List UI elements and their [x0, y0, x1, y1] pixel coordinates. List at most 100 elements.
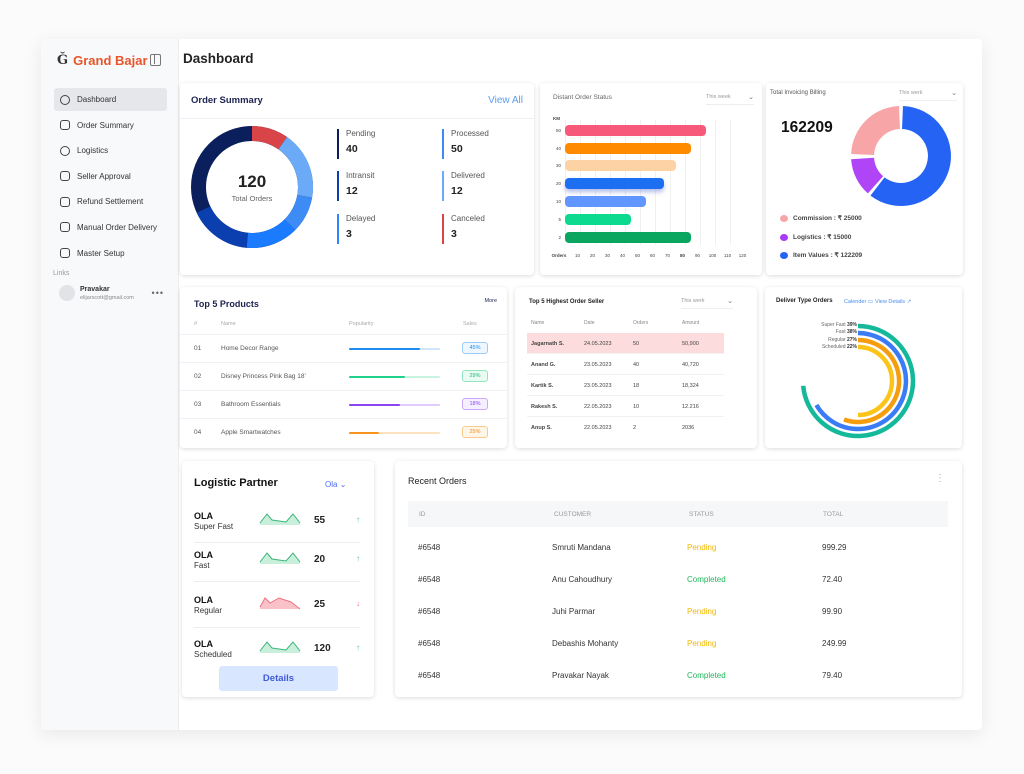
table-row[interactable]: 02 Disney Princess Pink Bag 18' 29%: [180, 362, 507, 390]
recent-orders-card: Recent Orders ⋮ ID CUSTOMER STATUS TOTAL…: [395, 461, 962, 697]
table-row[interactable]: Anand G. 23.05.2023 40 40,720: [527, 354, 724, 375]
sparkline-up: [259, 641, 301, 653]
table-header: ID CUSTOMER STATUS TOTAL: [408, 501, 948, 527]
period-select[interactable]: This week ⌄: [706, 94, 754, 105]
table-row[interactable]: 01 Home Decor Range 45%: [180, 334, 507, 362]
card-title: Distant Order Status: [553, 94, 612, 101]
table-row[interactable]: Anup S. 22.05.2023 2 2036: [531, 425, 695, 431]
column-header: Name: [531, 320, 545, 326]
chevron-down-icon: ⌄: [748, 94, 754, 101]
stat-processed: Processed 50: [442, 129, 489, 159]
seller-icon: [60, 171, 70, 182]
bar[interactable]: [565, 178, 664, 189]
column-header: Orders: [633, 320, 649, 326]
sidebar-item-logistics[interactable]: Logistics: [54, 139, 167, 162]
sidebar-item-dashboard[interactable]: Dashboard: [54, 88, 167, 111]
more-options-icon[interactable]: •••: [151, 288, 164, 298]
bar[interactable]: [565, 160, 676, 171]
bar[interactable]: [565, 142, 691, 154]
receipt-icon: [60, 120, 70, 131]
chevron-down-icon: ⌄: [951, 90, 957, 97]
stat-canceled: Canceled 3: [442, 214, 485, 244]
legend-logistics: Logistics : ₹ 15000: [780, 233, 851, 241]
card-title: Deliver Type Orders: [776, 298, 833, 304]
bar[interactable]: [565, 214, 631, 225]
table-row[interactable]: Rakesh S. 22.05.2023 10 12.216: [527, 396, 724, 417]
total-orders-label: Total Orders: [231, 193, 273, 203]
period-select[interactable]: This werk ⌄: [899, 90, 957, 101]
sidebar-item-seller-approval[interactable]: Seller Approval: [54, 165, 167, 188]
legend-regular: Regular 27%: [828, 336, 857, 343]
legend-commission: Commission : ₹ 25000: [780, 214, 862, 222]
sales-badge: 18%: [462, 398, 488, 410]
sidebar-item-label: Logistics: [77, 146, 109, 156]
bar[interactable]: [565, 232, 691, 243]
sidebar-item-manual-order-delivery[interactable]: Manual Order Delivery: [54, 216, 167, 239]
table-row[interactable]: 04 Apple Smartwatches 25%: [180, 418, 507, 446]
partner-row[interactable]: OLA Regular 25 ↓: [194, 595, 360, 628]
view-all-link[interactable]: View All: [488, 95, 523, 106]
status-badge: Pending: [687, 543, 717, 552]
more-link[interactable]: More: [484, 298, 497, 304]
legend-fast: Fast 38%: [835, 329, 857, 335]
sidebar-item-label: Manual Order Delivery: [77, 222, 158, 232]
sidebar-item-order-summary[interactable]: Order Summary: [54, 114, 167, 137]
legend-super-fast: Super Fast 39%: [821, 322, 857, 328]
y-axis-label: KM: [553, 116, 560, 121]
kebab-menu-icon[interactable]: ⋮: [935, 473, 945, 484]
details-button[interactable]: Details: [219, 666, 338, 691]
sidebar-item-label: Refund Settlement: [77, 197, 144, 207]
period-select[interactable]: This werk ⌄: [681, 298, 733, 309]
table-row[interactable]: #6548 Anu Cahoudhury Completed 72.40: [418, 575, 843, 584]
sales-badge: 25%: [462, 426, 488, 438]
table-row[interactable]: #6548 Pravakar Nayak Completed 79.40: [418, 671, 843, 680]
external-link-icon: ↗: [906, 299, 912, 305]
view-details-link[interactable]: View Details ↗: [875, 299, 912, 305]
deliver-type-card: Deliver Type Orders Calender ▭ View Deta…: [765, 287, 962, 448]
table-row[interactable]: #6548 Debashis Mohanty Pending 249.99: [418, 639, 847, 648]
brand[interactable]: Ğ Grand Bajar: [57, 53, 148, 68]
stat-label: Delivered: [451, 171, 485, 180]
trend-down-icon: ↓: [356, 599, 360, 608]
table-row[interactable]: #6548 Smruti Mandana Pending 999.29: [418, 543, 847, 552]
bar[interactable]: [565, 125, 706, 136]
stat-value: 3: [451, 228, 457, 240]
refund-icon: [60, 196, 70, 207]
partner-row[interactable]: OLA Fast 20 ↑: [194, 550, 360, 582]
sparkline-up: [259, 513, 301, 525]
calendar-link[interactable]: Calender ▭: [844, 299, 874, 305]
partner-row[interactable]: OLA Scheduled 120 ↑: [194, 639, 360, 659]
popularity-bar: [349, 403, 440, 406]
invoicing-billing-card: Total Invoicing Billing This werk ⌄ 1622…: [766, 83, 963, 275]
sidebar-item-label: Order Summary: [77, 120, 134, 130]
partner-select[interactable]: Ola ⌄: [325, 480, 347, 489]
table-row[interactable]: #6548 Juhi Parmar Pending 99.90: [418, 607, 843, 616]
user-profile[interactable]: Pravakar elijarscott@gmail.com •••: [59, 285, 164, 301]
logistic-partner-card: Logistic Partner Ola ⌄ OLA Super Fast 55…: [182, 461, 374, 697]
billing-donut-chart: [851, 106, 951, 206]
collapse-sidebar-icon[interactable]: [150, 54, 161, 66]
dashboard-icon: [60, 94, 70, 105]
stat-label: Pending: [346, 129, 376, 138]
trend-up-icon: ↑: [356, 643, 360, 652]
table-row[interactable]: Jagarnath S. 24.05.2023 50 50,900: [527, 333, 724, 354]
brand-name: Grand Bajar: [73, 53, 148, 68]
table-row[interactable]: Kartik S. 23.05.2023 18 18,324: [527, 375, 724, 396]
table-row[interactable]: 03 Bathroom Essentials 18%: [180, 390, 507, 418]
sidebar-item-master-setup[interactable]: Master Setup: [54, 242, 167, 265]
sidebar-nav: Dashboard Order Summary Logistics Seller…: [54, 88, 167, 267]
bar[interactable]: [565, 196, 646, 207]
settings-icon: [60, 248, 70, 259]
sidebar-item-label: Master Setup: [77, 248, 125, 258]
app-window: Ğ Grand Bajar Dashboard Order Summary Lo…: [41, 39, 982, 730]
status-badge: Pending: [687, 639, 717, 648]
user-circle-icon: [60, 145, 70, 156]
sidebar-item-refund-settlement[interactable]: Refund Settlement: [54, 190, 167, 213]
sidebar-item-label: Seller Approval: [77, 171, 131, 181]
partner-row[interactable]: OLA Super Fast 55 ↑: [194, 511, 360, 543]
legend-swatch: [780, 233, 788, 241]
sparkline-up: [259, 552, 301, 564]
card-title: Top 5 Products: [194, 299, 259, 309]
legend-item-values: Item Values : ₹ 122209: [780, 251, 862, 259]
top-sellers-card: Top 5 Highest Order Seller This werk ⌄ N…: [515, 287, 757, 448]
